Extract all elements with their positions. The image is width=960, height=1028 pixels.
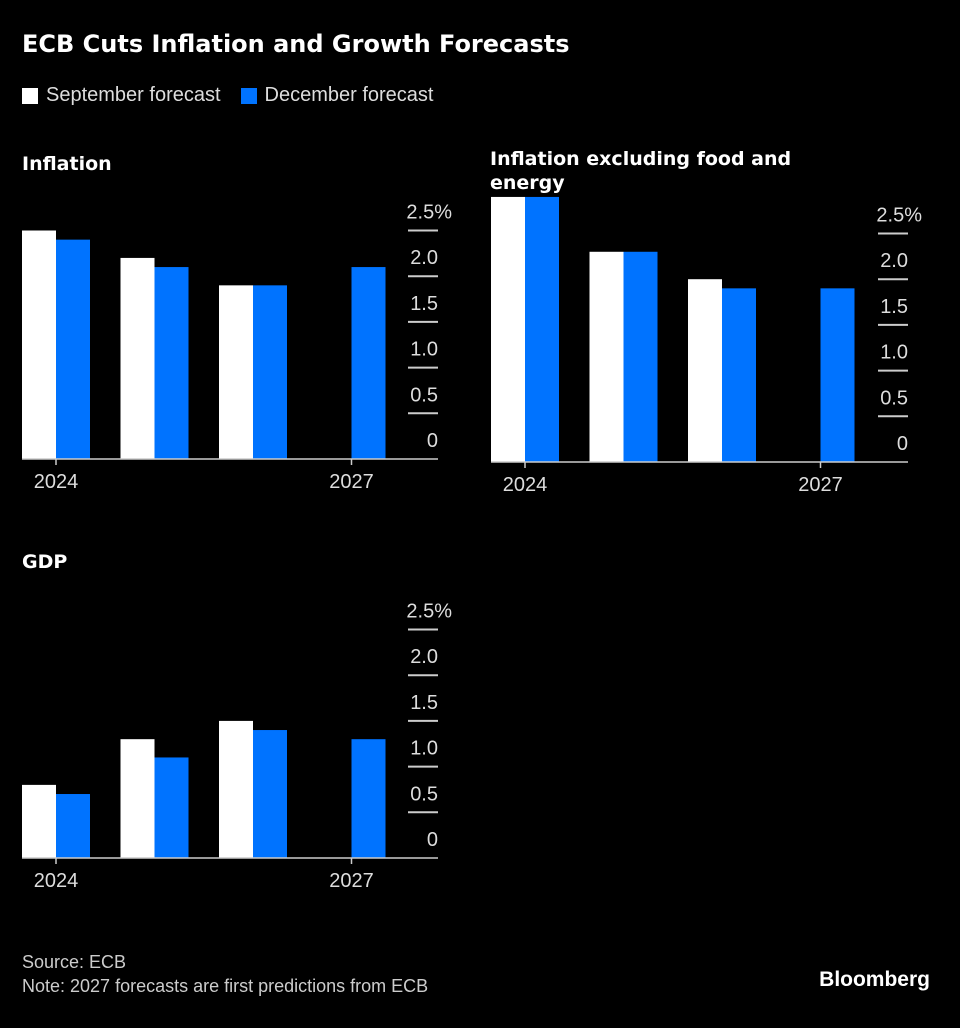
y-tick-label: 2.0: [410, 646, 438, 668]
legend-label: September forecast: [46, 84, 221, 106]
bar-2026-september: [219, 285, 253, 459]
x-tick-label: 2024: [34, 471, 79, 493]
y-tick-label: 2.5%: [876, 205, 922, 227]
chart-title: ECB Cuts Inflation and Growth Forecasts: [22, 30, 570, 58]
bar-2027-december: [820, 288, 855, 462]
y-tick-label: 0.5: [880, 387, 908, 409]
bar-2024-december: [525, 196, 559, 462]
y-tick-label: 2.0: [880, 250, 908, 272]
y-tick-label: 1.5: [410, 692, 438, 714]
footnote: Note: 2027 forecasts are first predictio…: [22, 976, 429, 996]
y-tick-label: 2.0: [410, 247, 438, 269]
footer: Source: ECB Note: 2027 forecasts are fir…: [22, 950, 428, 998]
bar-2024-september: [22, 230, 56, 459]
x-tick-label: 2027: [329, 870, 374, 892]
y-tick-label: 0.5: [410, 783, 438, 805]
x-tick-label: 2024: [34, 870, 79, 892]
y-tick-label: 0: [427, 829, 438, 851]
x-tick-label: 2027: [798, 474, 843, 496]
y-tick-label: 1.0: [880, 342, 908, 364]
y-tick-label: 1.5: [880, 296, 908, 318]
bar-2027-december: [351, 739, 386, 858]
bar-2024-december: [56, 794, 90, 858]
legend: September forecast December forecast: [22, 84, 434, 107]
y-tick-label: 0: [897, 433, 908, 455]
source-note: Source: ECB: [22, 952, 127, 972]
legend-label: December forecast: [264, 84, 434, 106]
panel-title-gdp: GDP: [22, 551, 68, 573]
x-tick-label: 2024: [503, 474, 548, 496]
y-tick-label: 1.5: [410, 293, 438, 315]
bar-2026-december: [253, 730, 287, 858]
bloomberg-logo: Bloomberg: [819, 968, 930, 991]
panel-title-core-inflation: Inflation excluding food and energy: [490, 148, 792, 194]
bar-2025-september: [120, 257, 155, 459]
bar-2026-september: [688, 279, 722, 462]
bar-2025-december: [154, 267, 189, 459]
y-tick-label: 2.5%: [406, 601, 452, 623]
bar-2025-december: [154, 757, 189, 858]
y-tick-label: 0: [427, 430, 438, 452]
bar-2026-december: [253, 285, 287, 459]
legend-item-december: December forecast: [240, 84, 434, 107]
y-tick-label: 0.5: [410, 384, 438, 406]
bar-2026-september: [219, 720, 253, 858]
bar-2024-december: [56, 239, 90, 459]
bar-2025-september: [120, 739, 155, 858]
y-tick-label: 1.0: [410, 339, 438, 361]
y-tick-label: 1.0: [410, 738, 438, 760]
bar-2024-september: [491, 196, 525, 462]
bar-2025-december: [623, 251, 658, 462]
x-tick-label: 2027: [329, 471, 374, 493]
bar-2027-december: [351, 267, 386, 459]
y-tick-label: 2.5%: [406, 202, 452, 224]
bar-2025-september: [589, 251, 624, 462]
legend-item-september: September forecast: [22, 84, 221, 107]
bar-2026-december: [722, 288, 756, 462]
panel-title-inflation: Inflation: [22, 153, 112, 175]
legend-swatch-blue: [240, 87, 257, 104]
bar-2024-september: [22, 784, 56, 858]
legend-swatch-white: [22, 87, 38, 104]
